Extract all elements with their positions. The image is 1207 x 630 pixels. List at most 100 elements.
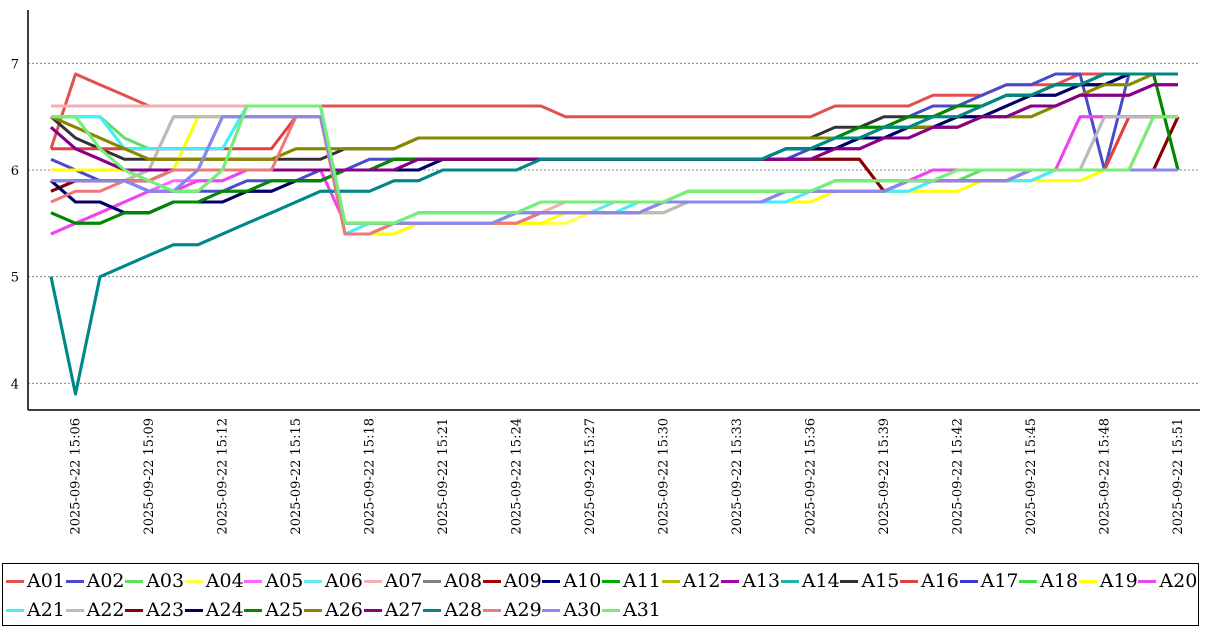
x-tick-label: 2025-09-22 15:24 — [510, 418, 525, 535]
series-line-a04 — [51, 115, 1178, 236]
legend-swatch — [184, 608, 203, 612]
legend-item-a21: A21 — [6, 600, 65, 620]
legend-label: A29 — [503, 599, 542, 621]
legend: A01 A02 A03 A04 A05 A06 A07 A08 A09 A10 A11 A12 A13 A… — [2, 563, 1199, 626]
legend-item-a01: A01 — [6, 571, 65, 591]
legend-swatch — [542, 579, 561, 583]
series-line-a16 — [51, 115, 1178, 236]
legend-label: A23 — [146, 599, 185, 621]
legend-swatch — [1078, 579, 1097, 583]
legend-label: A20 — [1159, 570, 1198, 592]
legend-label: A22 — [86, 599, 125, 621]
legend-swatch — [482, 608, 501, 612]
legend-item-a16: A16 — [900, 571, 959, 591]
legend-item-a13: A13 — [721, 571, 780, 591]
legend-item-a29: A29 — [482, 599, 542, 621]
x-tick-label: 2025-09-22 15:27 — [583, 418, 598, 535]
series-line-a20 — [50, 115, 1178, 236]
legend-label: A12 — [682, 570, 721, 592]
legend-item-a09: A09 — [482, 570, 542, 592]
legend-swatch — [602, 608, 620, 612]
series-line-a13 — [50, 83, 1178, 172]
legend-swatch — [6, 608, 24, 612]
legend-label: A09 — [503, 570, 542, 592]
legend-label: A11 — [623, 570, 661, 592]
legend-swatch — [6, 579, 24, 583]
legend-swatch — [482, 579, 501, 583]
legend-swatch — [363, 579, 382, 583]
x-tick-label: 2025-09-22 15:21 — [436, 418, 451, 535]
legend-swatch — [125, 608, 144, 612]
legend-label: A16 — [921, 570, 959, 592]
legend-swatch — [840, 579, 859, 583]
y-tick-label: 7 — [11, 57, 19, 72]
legend-item-a15: A15 — [840, 571, 899, 591]
legend-label: A18 — [1040, 570, 1079, 592]
legend-item-a25: A25 — [244, 600, 303, 620]
legend-item-a04: A04 — [184, 571, 244, 591]
legend-swatch — [125, 579, 144, 583]
legend-swatch — [959, 579, 978, 583]
legend-item-a07: A07 — [363, 570, 423, 592]
x-tick-label: 2025-09-22 15:18 — [363, 418, 378, 535]
legend-label: A05 — [265, 570, 304, 592]
legend-swatch — [721, 579, 740, 583]
legend-item-a31: A31 — [602, 600, 661, 620]
legend-swatch — [304, 579, 322, 583]
series-line-a19 — [51, 115, 1178, 236]
legend-swatch — [244, 608, 263, 612]
legend-label: A07 — [384, 570, 423, 592]
legend-item-a28: A28 — [423, 600, 482, 620]
legend-item-a02: A02 — [65, 571, 125, 591]
series-line-a29 — [50, 115, 1178, 236]
legend-swatch — [602, 579, 620, 583]
gridlines — [28, 62, 1200, 384]
y-tick-label: 6 — [11, 164, 19, 179]
x-tick-label: 2025-09-22 15:48 — [1098, 418, 1113, 535]
x-tick-label: 2025-09-22 15:42 — [951, 418, 966, 535]
legend-item-a27: A27 — [363, 599, 423, 621]
legend-label: A03 — [146, 570, 185, 592]
y-tick-labels: 4 5 6 7 — [11, 57, 19, 392]
x-tick-label: 2025-09-22 15:36 — [804, 418, 819, 535]
legend-item-a05: A05 — [244, 571, 303, 591]
legend-swatch — [661, 579, 680, 583]
legend-swatch — [1138, 579, 1157, 583]
legend-label: A14 — [801, 570, 840, 592]
legend-swatch — [900, 579, 918, 583]
legend-swatch — [1019, 579, 1038, 583]
legend-label: A15 — [861, 570, 900, 592]
x-tick-label: 2025-09-22 15:39 — [877, 418, 892, 535]
legend-swatch — [65, 579, 84, 583]
series-line-a30 — [51, 115, 1178, 225]
legend-item-a12: A12 — [661, 570, 721, 592]
legend-label: A27 — [384, 599, 423, 621]
y-tick-label: 5 — [11, 271, 19, 286]
legend-label: A06 — [325, 570, 363, 592]
series-line-a31 — [51, 104, 1178, 225]
legend-label: A21 — [27, 599, 65, 621]
axes — [27, 10, 1200, 411]
x-tick-label: 2025-09-22 15:33 — [730, 418, 745, 535]
legend-label: A25 — [265, 599, 304, 621]
x-tick-label: 2025-09-22 15:45 — [1024, 418, 1039, 535]
legend-item-a03: A03 — [125, 571, 184, 591]
x-tick-label: 2025-09-22 15:12 — [216, 418, 231, 535]
x-tick-label: 2025-09-22 15:51 — [1171, 418, 1186, 535]
legend-swatch — [780, 579, 799, 583]
legend-swatch — [184, 579, 203, 583]
legend-item-a06: A06 — [304, 571, 363, 591]
legend-swatch — [423, 608, 442, 612]
legend-swatch — [65, 608, 84, 612]
legend-swatch — [363, 608, 382, 612]
x-tick-labels: 2025-09-22 15:06 2025-09-22 15:09 2025-09-… — [69, 418, 1187, 535]
legend-label: A19 — [1099, 570, 1138, 592]
series-line-a05 — [50, 115, 1178, 236]
legend-label: A08 — [444, 570, 483, 592]
legend-label: A01 — [27, 570, 65, 592]
legend-item-a23: A23 — [125, 600, 184, 620]
legend-item-a22: A22 — [65, 599, 125, 621]
legend-label: A28 — [444, 599, 483, 621]
legend-swatch — [244, 579, 263, 583]
